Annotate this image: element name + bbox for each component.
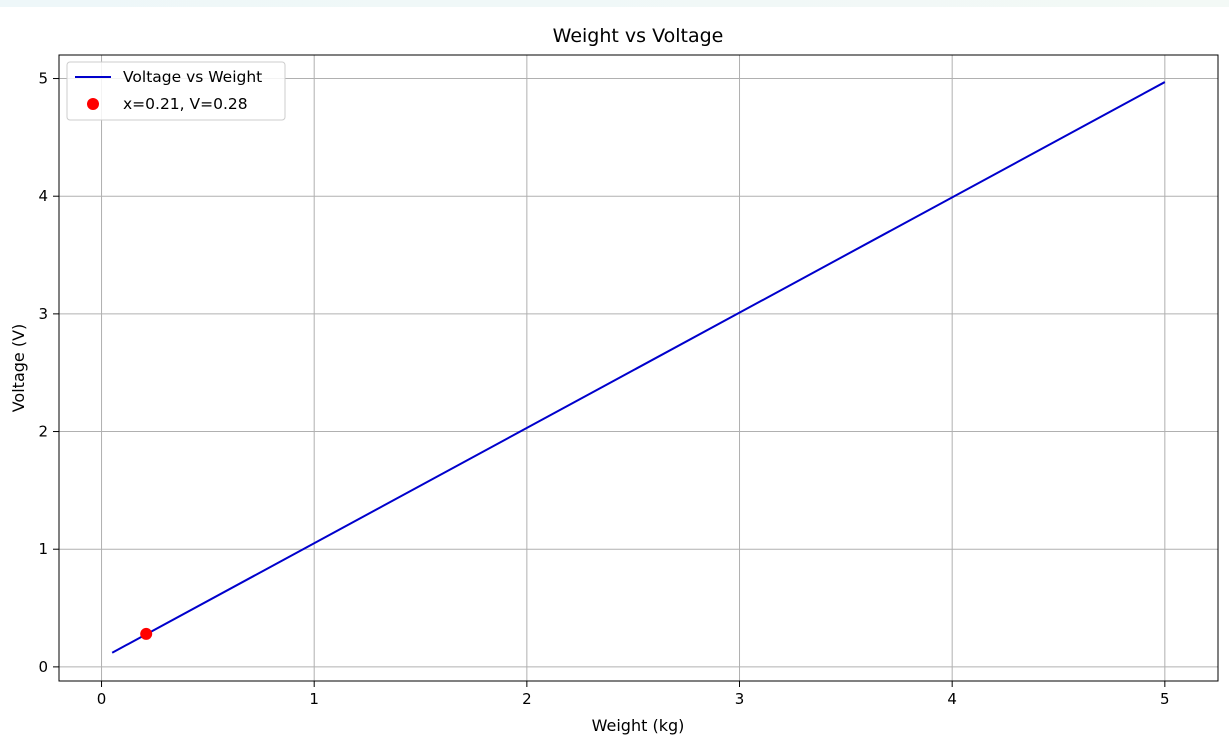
series-layer bbox=[111, 81, 1166, 654]
y-tick-label: 4 bbox=[38, 187, 48, 205]
x-tick-label: 3 bbox=[735, 690, 745, 708]
x-tick-label: 0 bbox=[97, 690, 107, 708]
y-axis-label: Voltage (V) bbox=[9, 324, 28, 413]
chart-title: Weight vs Voltage bbox=[553, 25, 724, 47]
legend-box bbox=[66, 61, 286, 121]
legend-label-point: x=0.21, V=0.28 bbox=[123, 95, 248, 113]
y-tick-label: 2 bbox=[38, 423, 48, 441]
y-tick-label: 3 bbox=[38, 305, 48, 323]
legend-dot-swatch bbox=[87, 98, 99, 110]
y-tick-label: 1 bbox=[38, 540, 48, 558]
x-tick-label: 4 bbox=[947, 690, 957, 708]
x-tick-label: 5 bbox=[1160, 690, 1170, 708]
legend: Voltage vs Weight x=0.21, V=0.28 bbox=[66, 61, 286, 121]
ticks: 0 1 2 3 4 5 0 1 2 3 4 5 bbox=[38, 70, 1169, 708]
legend-label-line: Voltage vs Weight bbox=[123, 68, 262, 86]
plot-frame bbox=[58, 54, 1219, 682]
x-tick-label: 1 bbox=[309, 690, 319, 708]
data-point-marker bbox=[140, 627, 153, 640]
y-tick-label: 0 bbox=[38, 658, 48, 676]
y-tick-label: 5 bbox=[38, 70, 48, 88]
series-line-voltage-vs-weight bbox=[111, 81, 1166, 654]
x-axis-label: Weight (kg) bbox=[592, 716, 685, 735]
x-tick-label: 2 bbox=[522, 690, 532, 708]
top-strip bbox=[0, 0, 1229, 7]
grid bbox=[59, 55, 1218, 681]
